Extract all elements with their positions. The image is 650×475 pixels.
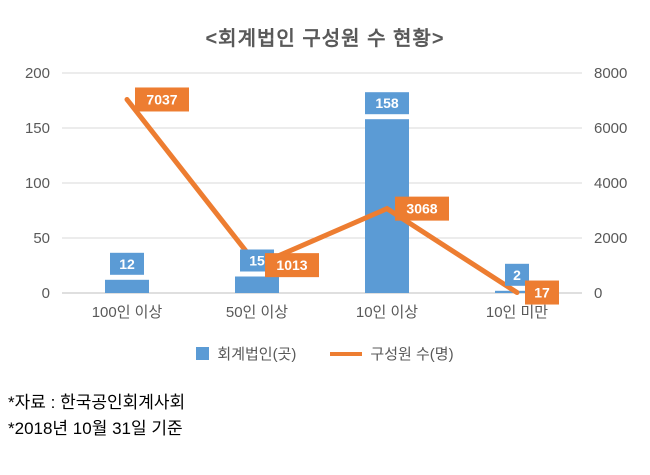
chart-legend: 회계법인(곳) 구성원 수(명) <box>0 343 650 364</box>
bar-data-label: 158 <box>375 95 399 111</box>
line-data-label: 17 <box>534 285 550 301</box>
chart-title: <회계법인 구성원 수 현황> <box>205 28 445 50</box>
x-axis-category-label: 10인 미만 <box>486 304 548 321</box>
bar-data-label-box <box>110 252 144 275</box>
legend-label-bar: 회계법인(곳) <box>217 346 297 363</box>
line-series <box>124 96 520 296</box>
line-data-label: 3068 <box>406 201 437 217</box>
bar-data-label: 12 <box>119 256 135 272</box>
left-axis-tick-label: 0 <box>42 285 50 302</box>
line-data-label-box <box>135 87 189 112</box>
right-axis-tick-label: 0 <box>594 285 602 302</box>
left-axis-tick-label: 200 <box>25 65 50 82</box>
line-data-label: 1013 <box>276 257 307 273</box>
left-axis-tick-label: 100 <box>25 175 50 192</box>
line-series-swatch <box>330 351 363 356</box>
legend-item-line: 구성원 수(명) <box>330 343 454 364</box>
footnote-date: *2018년 10월 31일 기준 <box>8 419 183 439</box>
x-axis-category-label: 100인 이상 <box>92 304 163 321</box>
bar <box>235 276 279 293</box>
line-data-label-box <box>395 196 449 221</box>
left-axis-tick-label: 150 <box>25 120 50 137</box>
legend-label-line: 구성원 수(명) <box>370 346 454 363</box>
right-axis-tick-label: 6000 <box>594 120 627 137</box>
bar-data-label-box <box>505 263 529 286</box>
footnotes: *자료 : 한국공인회계사회 *2018년 10월 31일 기준 <box>8 390 650 443</box>
line-data-label-box <box>265 253 319 278</box>
chart-area: 0 50 100 150 200 0 2000 4000 6000 8000 100인 이상 50인 … <box>0 59 650 331</box>
bar-data-label: 15 <box>249 253 265 269</box>
legend-item-bar: 회계법인(곳) <box>196 343 296 364</box>
right-axis-tick-label: 8000 <box>594 65 627 82</box>
right-axis-tick-label: 4000 <box>594 175 627 192</box>
x-axis-category-label: 10인 이상 <box>356 304 418 321</box>
line-data-label: 7037 <box>146 91 177 107</box>
left-axis-tick-label: 50 <box>33 230 50 247</box>
bar <box>105 279 149 293</box>
bar-series-swatch <box>196 347 210 360</box>
line-data-label-box <box>525 280 559 305</box>
x-axis-category-label: 50인 이상 <box>226 304 288 321</box>
footnote-source: *자료 : 한국공인회계사회 <box>8 393 186 412</box>
bar-data-label: 2 <box>513 267 521 283</box>
right-axis-tick-label: 2000 <box>594 230 627 247</box>
bar-data-label-box <box>365 92 409 115</box>
